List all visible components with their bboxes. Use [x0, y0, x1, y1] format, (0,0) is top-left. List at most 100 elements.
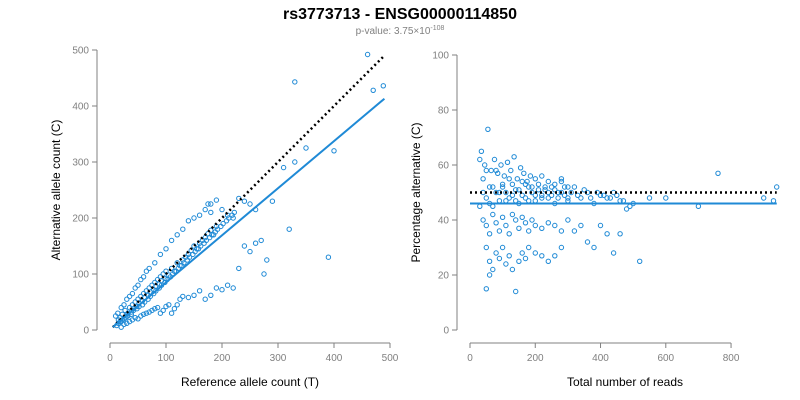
- data-point: [588, 195, 594, 201]
- data-point: [486, 258, 493, 264]
- data-point: [571, 228, 578, 234]
- data-point: [532, 222, 538, 229]
- data-point: [132, 315, 138, 321]
- data-point: [121, 302, 127, 308]
- y-tick-label: 400: [72, 102, 89, 113]
- data-point: [575, 192, 581, 199]
- data-point: [527, 173, 534, 179]
- data-point: [286, 226, 292, 232]
- data-point: [153, 288, 159, 294]
- data-point: [581, 187, 587, 193]
- data-point: [380, 83, 386, 89]
- data-point: [610, 250, 617, 256]
- data-point: [185, 218, 192, 224]
- data-point: [552, 222, 558, 229]
- data-point: [230, 215, 236, 221]
- data-point: [496, 198, 503, 204]
- data-point: [532, 250, 538, 256]
- data-point: [499, 244, 506, 251]
- data-point: [565, 184, 571, 190]
- data-point: [177, 296, 183, 302]
- data-point: [558, 178, 565, 185]
- data-point: [185, 294, 192, 301]
- data-point: [483, 286, 489, 292]
- data-point: [558, 244, 565, 251]
- data-point: [548, 192, 555, 199]
- p-value-text: p-value: 3.75×10: [356, 26, 431, 37]
- data-point: [571, 184, 578, 190]
- data-point: [499, 184, 506, 190]
- data-point: [508, 167, 514, 174]
- data-point: [663, 195, 669, 201]
- figure-title: rs3773713 - ENSG00000114850: [283, 6, 517, 23]
- reference-line: [111, 54, 386, 329]
- data-point: [509, 192, 516, 199]
- data-point: [519, 214, 525, 221]
- data-point: [521, 170, 527, 177]
- data-point: [208, 292, 214, 298]
- data-point: [524, 178, 530, 185]
- data-point: [516, 258, 522, 264]
- data-point: [208, 209, 214, 216]
- data-point: [331, 148, 337, 154]
- data-point: [522, 195, 529, 201]
- data-point: [597, 222, 604, 229]
- data-point: [504, 159, 511, 166]
- data-point: [604, 231, 610, 237]
- x-axis-title: Reference allele count (T): [181, 375, 319, 389]
- data-point: [241, 198, 248, 204]
- data-point: [539, 195, 545, 201]
- data-point: [568, 189, 574, 196]
- data-point: [483, 222, 489, 229]
- x-axis-title: Total number of reads: [567, 375, 683, 389]
- x-tick-label: 600: [657, 353, 674, 364]
- data-point: [477, 156, 483, 163]
- y-tick-label: 100: [72, 270, 89, 281]
- y-tick-label: 0: [83, 326, 89, 337]
- data-point: [552, 187, 558, 193]
- data-point: [269, 198, 276, 204]
- data-point: [135, 316, 141, 322]
- data-point: [186, 254, 193, 260]
- data-point: [545, 178, 551, 185]
- data-point: [146, 265, 152, 272]
- data-point: [499, 214, 506, 221]
- data-point: [539, 225, 545, 232]
- data-point: [488, 167, 494, 174]
- data-point: [627, 203, 633, 210]
- data-point: [258, 237, 264, 244]
- data-point: [152, 260, 158, 266]
- x-tick-label: 0: [107, 353, 113, 364]
- data-point: [495, 170, 501, 177]
- x-tick-label: 800: [723, 353, 740, 364]
- data-point: [637, 258, 643, 264]
- data-point: [230, 285, 236, 291]
- data-point: [224, 282, 231, 288]
- data-point: [578, 195, 584, 201]
- y-tick-label: 200: [72, 214, 89, 225]
- data-point: [584, 239, 591, 245]
- data-point: [247, 248, 253, 255]
- data-point: [506, 195, 512, 201]
- x-tick-label: 100: [158, 353, 175, 364]
- data-point: [174, 302, 180, 308]
- data-point: [236, 265, 242, 272]
- data-point: [138, 276, 144, 283]
- data-point: [203, 237, 210, 244]
- data-point: [192, 248, 198, 255]
- data-point: [509, 266, 516, 273]
- data-point: [174, 260, 180, 266]
- data-point: [601, 192, 607, 199]
- data-point: [506, 253, 512, 259]
- y-tick-label: 40: [438, 216, 450, 227]
- data-point: [529, 217, 535, 223]
- data-point: [219, 206, 225, 213]
- data-point: [770, 198, 777, 204]
- data-point: [532, 198, 538, 204]
- data-point: [496, 255, 503, 262]
- data-point: [623, 206, 630, 212]
- data-point: [503, 261, 509, 267]
- data-point: [509, 181, 516, 188]
- data-point: [370, 87, 376, 94]
